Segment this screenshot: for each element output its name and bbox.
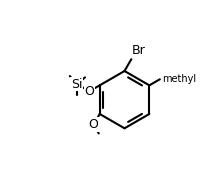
Text: Br: Br — [132, 44, 146, 57]
Text: Si: Si — [71, 78, 83, 91]
Text: O: O — [84, 85, 94, 98]
Text: O: O — [89, 118, 99, 131]
Text: methyl: methyl — [163, 74, 196, 84]
